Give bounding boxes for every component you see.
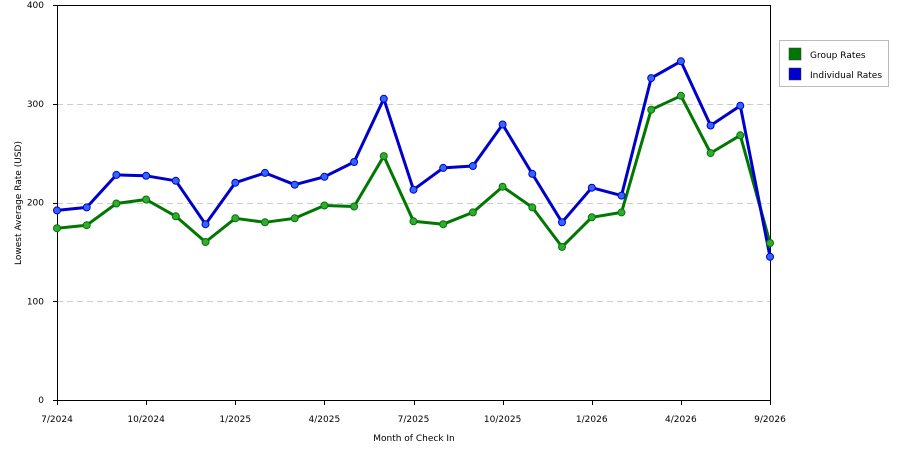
group-rates-point (379, 152, 388, 161)
individual-rates-line (55, 59, 772, 259)
individual-rates-point (142, 171, 151, 180)
group-rates-point (171, 212, 180, 221)
individual-rates-point (736, 101, 745, 110)
gridlines (57, 104, 770, 302)
y-tick-label: 100 (27, 297, 44, 307)
group-rates-point (142, 195, 151, 204)
individual-rates-point (112, 170, 121, 179)
individual-rates-point (676, 57, 685, 66)
group-rates-point (261, 218, 269, 227)
legend-swatch-individual-rates (788, 67, 802, 81)
individual-rates-point (320, 172, 329, 181)
individual-rates-point (82, 203, 91, 212)
individual-rates-point (766, 252, 774, 261)
legend-label-individual-rates: Individual Rates (810, 71, 882, 81)
legend-swatch-group-rates (788, 47, 802, 61)
x-axis-title: Month of Check In (373, 434, 455, 444)
individual-rates-point (587, 183, 596, 192)
individual-rates-point (468, 162, 477, 170)
individual-rates-point (231, 178, 240, 187)
individual-rates-point (528, 169, 537, 178)
y-tick-label: 200 (27, 199, 44, 209)
y-axis-title: Lowest Average Rate (USD) (14, 141, 24, 265)
series-markers (53, 57, 774, 261)
group-rates-point (617, 208, 626, 217)
group-rates-point (706, 149, 715, 158)
individual-rates-point (617, 191, 626, 200)
x-tick-labels: 7/2024 10/2024 1/2025 4/2025 7/2025 10/2025 1/… (41, 400, 786, 425)
group-rates-point (53, 224, 61, 233)
x-tick-label: 1/2026 (576, 415, 608, 425)
individual-rates-point (171, 176, 180, 185)
individual-rates-point (350, 158, 359, 166)
group-rates-point (350, 202, 359, 211)
series-lines (55, 59, 772, 259)
group-rates-point (528, 203, 537, 212)
individual-rates-point (647, 74, 656, 83)
group-rates-point (736, 131, 745, 140)
group-rates-point (439, 220, 448, 229)
axes (57, 5, 771, 401)
group-rates-point (468, 208, 477, 217)
y-tick-label: 400 (27, 1, 44, 11)
legend: Group Rates Individual Rates (779, 40, 889, 87)
x-tick-label: 9/2026 (754, 415, 786, 425)
group-rates-point (766, 239, 774, 247)
group-rates-point (587, 213, 596, 222)
x-tick-label: 4/2026 (665, 415, 697, 425)
group-rates-point (112, 199, 121, 208)
individual-rates-point (201, 220, 210, 229)
group-rates-point (409, 217, 418, 226)
legend-label-group-rates: Group Rates (810, 51, 866, 61)
individual-rates-point (558, 218, 566, 227)
group-rates-point (201, 238, 210, 246)
y-tick-label: 0 (38, 396, 44, 406)
individual-rates-point (290, 180, 299, 189)
individual-rates-point (53, 206, 61, 215)
individual-rates-point (261, 168, 269, 177)
group-rates-point (320, 201, 329, 210)
individual-rates-point (379, 94, 388, 103)
x-tick-label: 1/2025 (219, 415, 251, 425)
group-rates-point (498, 182, 507, 191)
individual-rates-point (439, 163, 448, 172)
y-tick-label: 300 (27, 100, 44, 110)
individual-rates-point (409, 185, 418, 194)
y-tick-labels: 0 100 200 300 400 (27, 1, 57, 406)
group-rates-point (82, 221, 91, 230)
x-tick-label: 10/2025 (484, 415, 521, 425)
individual-rates-point (706, 121, 715, 130)
group-rates-point (647, 105, 656, 114)
group-rates-point (676, 91, 685, 100)
x-tick-label: 4/2025 (309, 415, 341, 425)
group-rates-point (558, 242, 566, 251)
group-rates-point (231, 214, 240, 223)
individual-rates-point (498, 120, 507, 129)
x-tick-label: 7/2025 (398, 415, 430, 425)
group-rates-point (290, 214, 299, 223)
x-tick-label: 7/2024 (41, 415, 73, 425)
x-tick-label: 10/2024 (127, 415, 165, 425)
